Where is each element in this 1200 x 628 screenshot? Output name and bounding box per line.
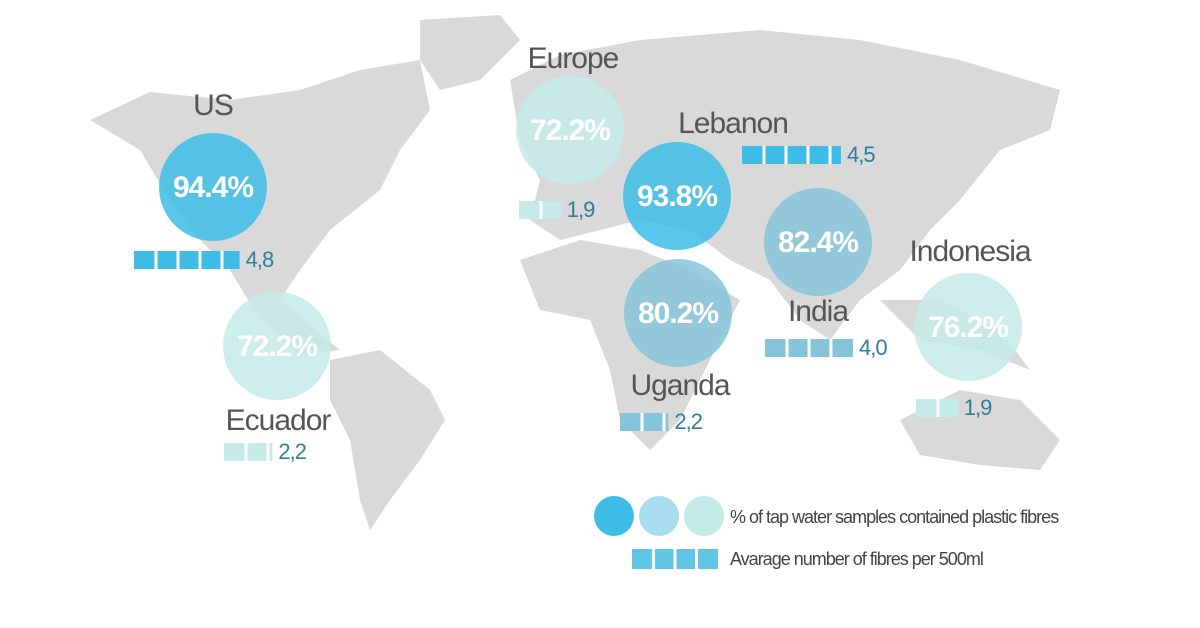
fibres-label: 4,0	[859, 335, 887, 360]
legend: % of tap water samples contained plastic…	[594, 496, 1060, 569]
percent-circle	[624, 259, 732, 367]
fibres-label: 4,8	[246, 247, 274, 272]
percent-circle	[516, 76, 624, 184]
region-name: US	[193, 89, 233, 122]
fibres-bar	[134, 251, 240, 269]
fibres-bar	[224, 443, 273, 461]
region-name: Lebanon	[678, 107, 788, 140]
percent-label: 80.2%	[638, 297, 718, 330]
fibres-label: 2,2	[278, 439, 306, 464]
fibres-label: 1,9	[567, 197, 595, 222]
region-name: India	[788, 295, 849, 328]
percent-label: 82.4%	[778, 226, 858, 259]
percent-circle	[223, 292, 331, 400]
percent-circle	[764, 188, 872, 296]
legend-circle	[639, 496, 679, 536]
legend-circles-label: % of tap water samples contained plastic…	[730, 507, 1059, 527]
percent-label: 94.4%	[173, 171, 253, 204]
regions: 94.4% US 4,8 72.2% Europe 1,9 93.8% Lebanon 4,5 8…	[134, 42, 1033, 464]
fibres-bar	[742, 146, 841, 164]
percent-circle	[914, 273, 1022, 381]
region-name: Indonesia	[909, 235, 1031, 268]
fibres-bar	[620, 413, 669, 431]
region-name: Europe	[528, 42, 619, 75]
percent-label: 93.8%	[637, 180, 717, 213]
region-name: Uganda	[630, 369, 730, 402]
region-name: Ecuador	[226, 404, 332, 437]
percent-label: 72.2%	[237, 330, 317, 363]
percent-circle	[623, 142, 731, 250]
fibres-label: 4,5	[847, 142, 875, 167]
legend-circle	[594, 496, 634, 536]
fibres-label: 2,2	[674, 409, 702, 434]
fibres-label: 1,9	[964, 395, 992, 420]
percent-circle	[159, 133, 267, 241]
legend-circle	[684, 496, 724, 536]
legend-bars-label: Avarage number of fibres per 500ml	[730, 549, 983, 569]
percent-label: 76.2%	[928, 311, 1008, 344]
percent-label: 72.2%	[530, 114, 610, 147]
